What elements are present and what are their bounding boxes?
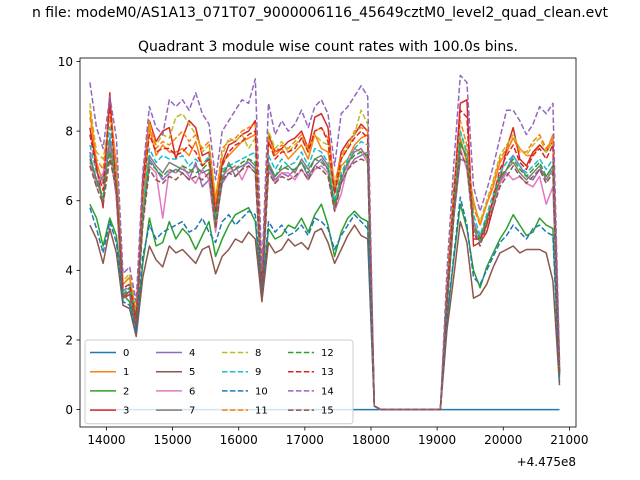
- series-line-7: [89, 137, 561, 411]
- series-line-13: [89, 102, 561, 411]
- y-tick-label: 2: [65, 333, 73, 347]
- legend-label-3: 3: [123, 406, 129, 417]
- x-tick-label: 19000: [418, 433, 456, 447]
- legend-label-1: 1: [123, 367, 129, 378]
- series-lines: [89, 74, 561, 411]
- legend-label-15: 15: [321, 406, 334, 417]
- x-axis-ticks: 14000 15000 16000 17000 18000 19000 20000 21000: [87, 427, 588, 447]
- y-axis-ticks: 0 2 4 6 8 10: [58, 55, 80, 417]
- series-line-11: [89, 109, 561, 411]
- legend-label-11: 11: [255, 406, 268, 417]
- legend-label-4: 4: [189, 348, 195, 359]
- legend-label-13: 13: [321, 367, 334, 378]
- legend-label-12: 12: [321, 348, 334, 359]
- series-line-15: [89, 151, 561, 411]
- legend-label-6: 6: [189, 386, 195, 397]
- x-tick-label: 20000: [484, 433, 522, 447]
- x-axis-offset-label: +4.475e8: [517, 455, 576, 469]
- legend-label-14: 14: [321, 386, 334, 397]
- y-tick-label: 10: [58, 55, 73, 69]
- legend-label-7: 7: [189, 406, 195, 417]
- series-line-9: [89, 126, 561, 411]
- legend-label-9: 9: [255, 367, 261, 378]
- series-line-5: [89, 220, 561, 411]
- figure-suptitle: n file: modeM0/AS1A13_071T07_9000006116_…: [32, 5, 609, 21]
- legend-label-10: 10: [255, 386, 268, 397]
- plot-frame: [79, 57, 577, 428]
- series-line-10: [89, 196, 561, 411]
- legend-frame: [84, 339, 354, 425]
- y-tick-label: 4: [65, 264, 73, 278]
- chart-title: Quadrant 3 module wise count rates with …: [138, 39, 518, 55]
- series-line-8: [89, 103, 561, 411]
- x-tick-label: 16000: [220, 433, 258, 447]
- legend-label-8: 8: [255, 348, 261, 359]
- x-tick-label: 18000: [352, 433, 390, 447]
- legend-label-2: 2: [123, 386, 129, 397]
- x-tick-label: 15000: [153, 433, 191, 447]
- y-tick-label: 8: [65, 124, 73, 138]
- legend-label-5: 5: [189, 367, 195, 378]
- y-tick-label: 6: [65, 194, 73, 208]
- series-line-2: [89, 203, 561, 411]
- series-line-14: [89, 74, 561, 411]
- x-tick-label: 21000: [550, 433, 588, 447]
- x-tick-label: 14000: [87, 433, 125, 447]
- x-tick-label: 17000: [286, 433, 324, 447]
- legend-label-0: 0: [123, 348, 129, 359]
- y-tick-label: 0: [65, 403, 73, 417]
